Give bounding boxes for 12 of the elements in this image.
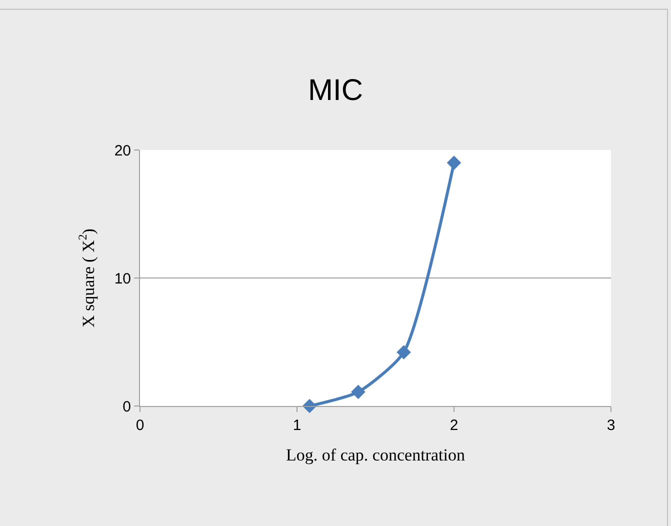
y-tick-label: 20 — [114, 142, 131, 160]
x-tick-label: 0 — [136, 417, 144, 434]
point — [446, 156, 462, 170]
point — [351, 384, 366, 400]
point — [396, 345, 411, 360]
x-axis-title: Log. of cap. concentration — [286, 445, 466, 464]
x-tick-label: 2 — [450, 417, 458, 434]
y-tick-label: 0 — [122, 398, 131, 416]
x-tick-label: 1 — [292, 417, 302, 434]
y-tick-label: 10 — [114, 270, 131, 288]
x-tick-label: 3 — [606, 417, 616, 434]
chart-title: MIC — [308, 74, 363, 107]
